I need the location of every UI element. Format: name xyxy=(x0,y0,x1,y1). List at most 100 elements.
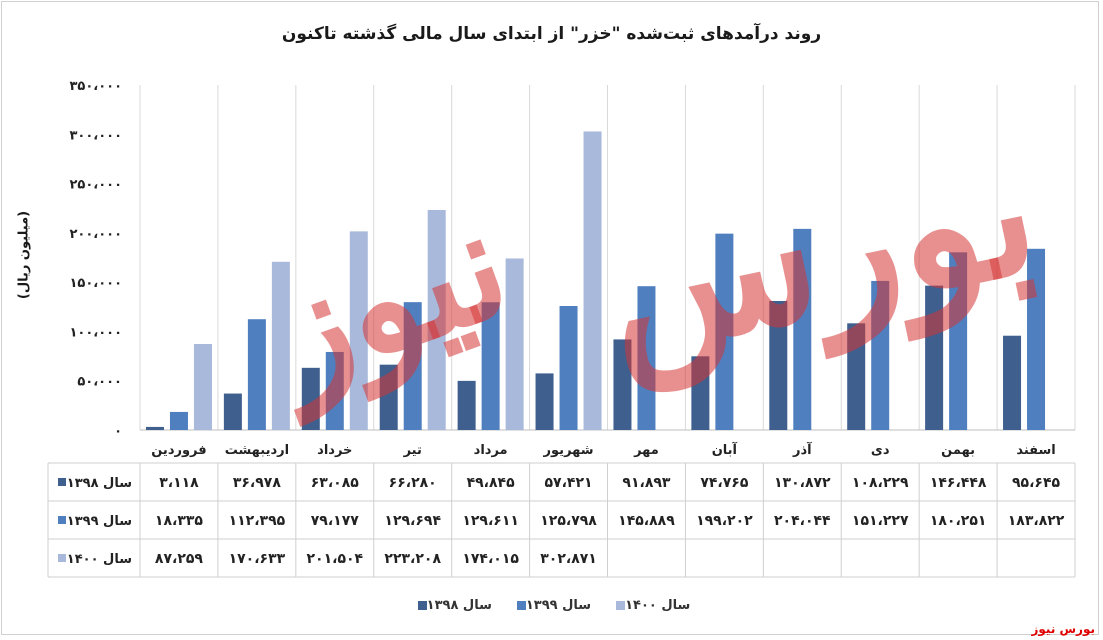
x-tick-label: آبان xyxy=(712,441,738,458)
bar xyxy=(637,286,656,430)
bar xyxy=(427,209,446,430)
x-tick-label: آذر xyxy=(792,441,812,458)
x-tick-label: خرداد xyxy=(317,443,352,458)
data-label: ۱۸،۳۳۵ xyxy=(155,513,203,529)
legend-label: سال ۱۳۹۹ xyxy=(525,598,592,613)
table-legend-swatch xyxy=(58,516,66,524)
bar xyxy=(691,356,710,430)
legend-swatch xyxy=(616,601,626,610)
source-label: بورس نیوز xyxy=(1031,622,1095,636)
table-legend-swatch xyxy=(58,478,66,486)
y-tick-label: ۱۰۰،۰۰۰ xyxy=(69,325,122,340)
data-label: ۷۴،۷۶۵ xyxy=(700,475,748,491)
data-label: ۹۱،۸۹۳ xyxy=(622,475,670,491)
data-label: ۲۰۴،۰۴۴ xyxy=(774,513,831,529)
data-label: ۲۲۳،۲۰۸ xyxy=(384,551,441,567)
y-tick-label: ۲۰۰،۰۰۰ xyxy=(69,227,122,242)
data-label: ۳،۱۱۸ xyxy=(159,475,199,491)
bar xyxy=(457,380,476,430)
y-tick-label: ۱۵۰،۰۰۰ xyxy=(69,276,122,291)
data-label: ۳۶،۹۷۸ xyxy=(233,475,281,491)
bar xyxy=(583,131,602,430)
x-tick-label: اردیبهشت xyxy=(225,443,289,458)
bar xyxy=(379,364,398,430)
chart-legend: سال ۱۳۹۸ سال ۱۳۹۹ سال ۱۴۰۰ xyxy=(0,598,1103,613)
bar xyxy=(769,300,788,430)
legend-label: سال ۱۴۰۰ xyxy=(625,598,691,613)
table-series-name: سال ۱۳۹۸ xyxy=(67,476,132,491)
x-tick-label: بهمن xyxy=(941,443,975,458)
bar xyxy=(247,319,266,430)
x-tick-label: شهریور xyxy=(543,443,594,458)
bar xyxy=(793,228,812,430)
x-tick-label: مرداد xyxy=(474,443,508,458)
x-tick-label: اسفند xyxy=(1016,443,1055,458)
bar xyxy=(301,367,320,430)
bar xyxy=(715,233,734,430)
legend-item: سال ۱۴۰۰ xyxy=(611,598,690,613)
x-tick-label: فروردین xyxy=(151,443,206,458)
bar xyxy=(193,343,212,430)
data-label: ۱۳۰،۸۷۲ xyxy=(774,475,831,491)
data-label: ۸۷،۲۵۹ xyxy=(155,551,203,567)
chart-title: روند درآمدهای ثبت‌شده "خزر" از ابتدای سا… xyxy=(281,24,822,44)
data-label: ۲۰۱،۵۰۴ xyxy=(306,551,363,567)
data-label: ۱۲۹،۶۱۱ xyxy=(462,513,519,529)
x-tick-label: مهر xyxy=(633,443,659,458)
bar xyxy=(145,426,164,430)
data-label: ۶۶،۲۸۰ xyxy=(389,475,437,491)
bar xyxy=(559,305,578,430)
data-label: ۱۸۰،۲۵۱ xyxy=(930,513,987,529)
data-label: ۱۴۶،۴۴۸ xyxy=(930,475,987,491)
table-series-name: سال ۱۳۹۹ xyxy=(67,514,132,529)
data-label: ۴۹،۸۴۵ xyxy=(467,475,515,491)
y-tick-label: ۳۰۰،۰۰۰ xyxy=(69,128,122,143)
data-label: ۱۷۰،۶۳۳ xyxy=(229,551,286,567)
bar xyxy=(325,351,344,430)
data-label: ۵۷،۴۲۱ xyxy=(545,475,593,491)
legend-swatch xyxy=(516,601,526,610)
data-label: ۱۵۱،۲۲۷ xyxy=(852,513,909,529)
bar xyxy=(871,280,890,430)
bar xyxy=(1003,335,1022,430)
data-label: ۱۲۵،۷۹۸ xyxy=(540,513,597,529)
bar xyxy=(223,393,242,430)
legend-label: سال ۱۳۹۸ xyxy=(426,598,492,613)
table-legend-swatch xyxy=(58,554,66,562)
bar xyxy=(505,258,524,430)
data-label: ۱۱۲،۳۹۵ xyxy=(229,513,286,529)
bar xyxy=(847,323,866,430)
bar xyxy=(349,231,368,430)
data-label: ۱۷۴،۰۱۵ xyxy=(462,551,519,567)
data-label: ۱۹۹،۲۰۲ xyxy=(696,513,753,529)
legend-item: سال ۱۳۹۸ xyxy=(413,598,492,613)
data-label: ۷۹،۱۷۷ xyxy=(311,513,359,529)
bar xyxy=(613,339,632,430)
data-label: ۶۳،۰۸۵ xyxy=(311,475,359,491)
data-label: ۱۴۵،۸۸۹ xyxy=(618,513,675,529)
bar xyxy=(925,285,944,430)
bar xyxy=(169,411,188,430)
y-tick-label: ۳۵۰،۰۰۰ xyxy=(69,79,122,94)
data-label: ۱۸۳،۸۲۲ xyxy=(1008,513,1065,529)
bar xyxy=(271,261,290,430)
table-series-name: سال ۱۴۰۰ xyxy=(67,552,132,567)
x-tick-label: تیر xyxy=(403,443,422,458)
bar xyxy=(481,302,500,430)
y-tick-label: ۰ xyxy=(114,424,122,439)
x-tick-label: دی xyxy=(871,443,890,458)
data-label: ۹۵،۶۴۵ xyxy=(1012,475,1060,491)
y-tick-label: ۲۵۰،۰۰۰ xyxy=(69,178,122,193)
legend-item: سال ۱۳۹۹ xyxy=(512,598,591,613)
bar xyxy=(1027,248,1046,430)
bar xyxy=(403,302,422,430)
bar xyxy=(949,252,968,430)
legend-swatch xyxy=(417,601,427,610)
data-label: ۳۰۲،۸۷۱ xyxy=(540,551,597,567)
bar xyxy=(535,373,554,430)
data-label: ۱۲۹،۶۹۴ xyxy=(384,513,441,529)
y-tick-label: ۵۰،۰۰۰ xyxy=(77,375,122,390)
data-label: ۱۰۸،۲۲۹ xyxy=(852,475,909,491)
